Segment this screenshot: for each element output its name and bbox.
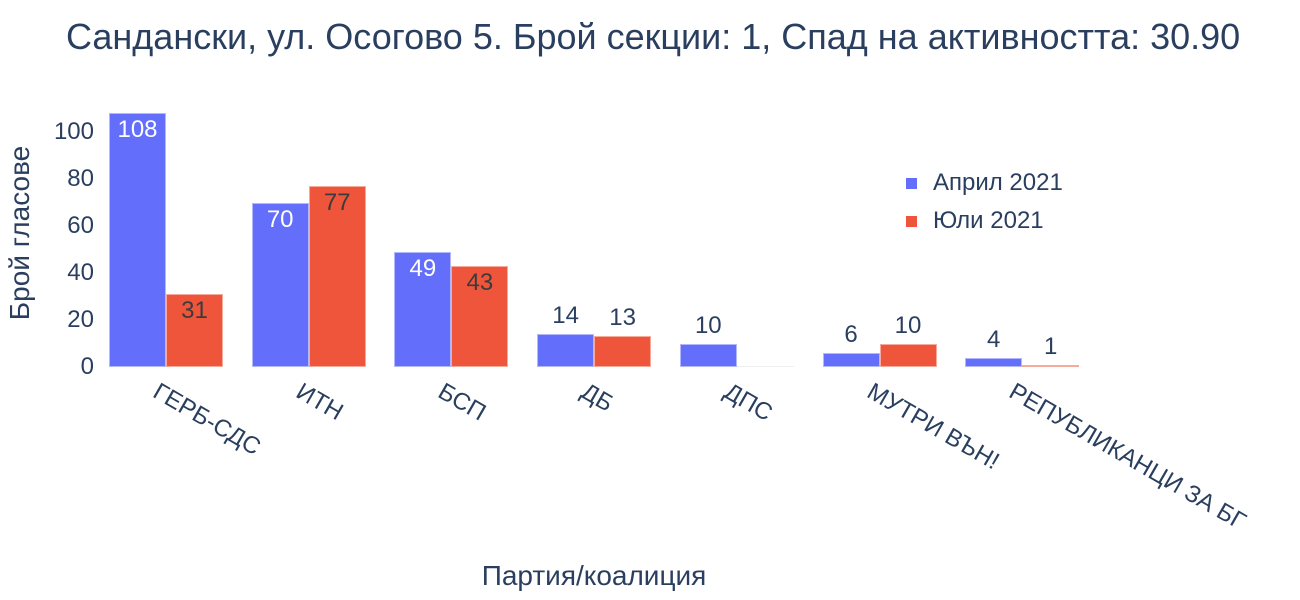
x-tick-label: ДБ xyxy=(576,378,618,418)
bar-april[interactable] xyxy=(822,352,880,367)
bar-april[interactable] xyxy=(251,202,309,367)
bar-value-label: 49 xyxy=(409,254,437,282)
legend-item-july-2021[interactable]: Юли 2021 xyxy=(906,202,1063,240)
y-tick-label: 80 xyxy=(67,165,94,192)
legend-label: Юли 2021 xyxy=(933,207,1044,234)
bar-july[interactable] xyxy=(1022,364,1080,367)
bar-value-label: 1 xyxy=(1044,332,1058,360)
bar-july[interactable] xyxy=(166,294,223,367)
y-tick-label: 40 xyxy=(67,259,94,286)
bar-july[interactable] xyxy=(451,265,509,367)
bar-april[interactable] xyxy=(109,113,166,367)
bar-value-label: 4 xyxy=(987,325,1001,353)
y-tick-label: 100 xyxy=(53,118,94,145)
legend-swatch-icon xyxy=(906,215,917,227)
x-tick-label: РЕПУБЛИКАНЦИ ЗА БГ xyxy=(1004,378,1251,536)
bar-july[interactable] xyxy=(308,186,366,367)
bar-value-label: 77 xyxy=(323,189,351,217)
bar-april[interactable] xyxy=(679,343,737,367)
bar-value-label: 70 xyxy=(266,205,294,233)
y-axis-title: Брой гласове xyxy=(4,145,35,321)
bar-value-label: 31 xyxy=(181,297,208,325)
x-tick-label: ДПС xyxy=(719,378,777,427)
x-tick-label: МУТРИ ВЪН! xyxy=(862,378,1004,476)
legend-item-april-2021[interactable]: Април 2021 xyxy=(906,164,1063,202)
y-tick-label: 20 xyxy=(67,306,94,333)
x-axis-title: Партия/коалиция xyxy=(481,560,707,591)
bar-april[interactable] xyxy=(965,357,1023,367)
y-tick-label: 60 xyxy=(67,212,94,239)
bar-value-label: 108 xyxy=(117,116,158,144)
bar-value-label: 14 xyxy=(552,302,579,330)
bar-july[interactable] xyxy=(594,336,652,367)
bar-value-label: 6 xyxy=(844,320,858,348)
bar-value-label: 10 xyxy=(694,311,722,339)
bar-july[interactable] xyxy=(736,366,794,367)
x-tick-label: ГЕРБ-СДС xyxy=(148,378,266,461)
chart-title: Сандански, ул. Осогово 5. Брой секции: 1… xyxy=(66,16,1241,57)
bar-value-label: 43 xyxy=(466,268,494,296)
legend: Април 2021 Юли 2021 xyxy=(906,164,1063,240)
bar-april[interactable] xyxy=(537,334,595,367)
y-tick-label: 0 xyxy=(80,353,94,380)
legend-swatch-icon xyxy=(906,177,917,189)
bar-april[interactable] xyxy=(394,251,452,367)
x-tick-label: ИТН xyxy=(291,378,348,427)
bar-july[interactable] xyxy=(879,343,937,367)
legend-label: Април 2021 xyxy=(933,169,1063,196)
bar-value-label: 10 xyxy=(894,311,922,339)
x-tick-label: БСП xyxy=(433,378,491,427)
bar-value-label: 13 xyxy=(609,304,636,332)
